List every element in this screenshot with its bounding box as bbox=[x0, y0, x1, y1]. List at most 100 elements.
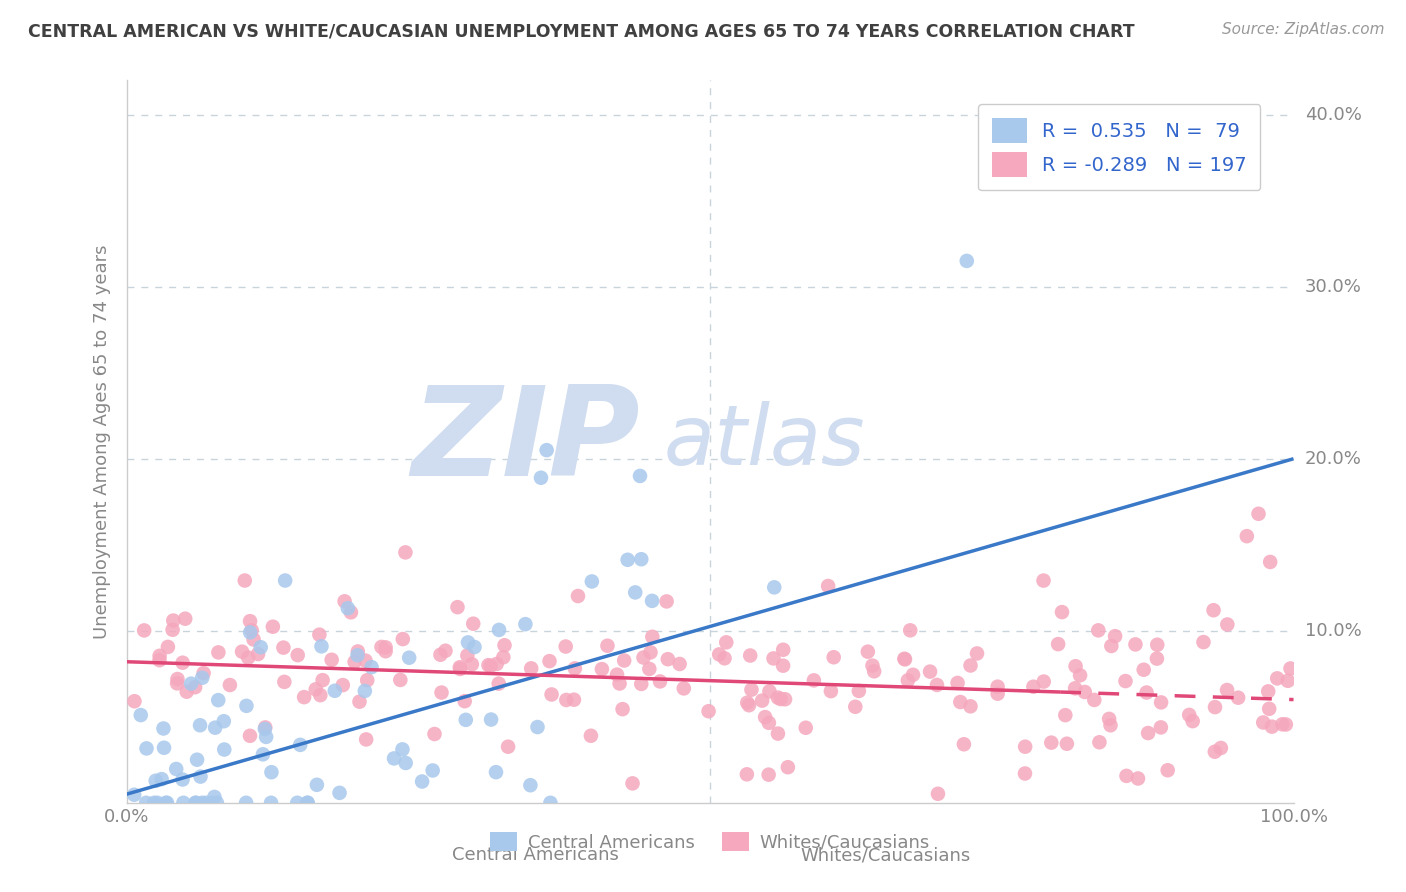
Point bbox=[485, 657, 508, 671]
Point bbox=[252, 747, 274, 762]
Point bbox=[479, 713, 502, 727]
Point bbox=[894, 652, 917, 666]
Point bbox=[449, 660, 471, 674]
Point bbox=[1247, 507, 1270, 521]
Point bbox=[758, 767, 780, 781]
Point bbox=[374, 644, 396, 658]
Point bbox=[204, 721, 226, 735]
Point bbox=[143, 796, 166, 810]
Point bbox=[172, 796, 194, 810]
Point bbox=[1146, 651, 1168, 665]
Point bbox=[927, 787, 949, 801]
Point bbox=[155, 796, 177, 810]
Point bbox=[239, 614, 262, 628]
Point bbox=[156, 796, 179, 810]
Point bbox=[1181, 714, 1204, 728]
Point bbox=[1251, 715, 1274, 730]
Point bbox=[959, 699, 981, 714]
Point bbox=[1069, 668, 1091, 682]
Point bbox=[1114, 674, 1136, 689]
Point bbox=[893, 651, 915, 665]
Point bbox=[966, 647, 988, 661]
Point bbox=[738, 698, 761, 713]
Point bbox=[247, 647, 270, 661]
Point bbox=[165, 762, 187, 776]
Point bbox=[640, 645, 662, 659]
Text: 30.0%: 30.0% bbox=[1305, 277, 1361, 296]
Point bbox=[844, 699, 866, 714]
Point bbox=[1040, 736, 1063, 750]
Text: 20.0%: 20.0% bbox=[1305, 450, 1361, 467]
Point bbox=[519, 778, 541, 792]
Point bbox=[1054, 708, 1077, 723]
Point bbox=[346, 644, 368, 658]
Point bbox=[122, 788, 145, 802]
Point bbox=[391, 742, 413, 756]
Point bbox=[172, 656, 194, 670]
Point bbox=[1088, 735, 1111, 749]
Point bbox=[591, 662, 613, 676]
Point bbox=[641, 630, 664, 644]
Point bbox=[1032, 674, 1054, 689]
Point bbox=[153, 740, 176, 755]
Point bbox=[1050, 605, 1073, 619]
Point bbox=[638, 662, 661, 676]
Point bbox=[709, 648, 731, 662]
Point bbox=[235, 796, 257, 810]
Point bbox=[260, 796, 283, 810]
Point bbox=[240, 624, 263, 638]
Point bbox=[190, 770, 212, 784]
Point bbox=[214, 742, 236, 756]
Point bbox=[515, 617, 537, 632]
Point bbox=[273, 640, 295, 655]
Point bbox=[1258, 555, 1281, 569]
Point bbox=[672, 681, 695, 696]
Point bbox=[174, 612, 197, 626]
Point bbox=[621, 776, 644, 790]
Point bbox=[735, 696, 758, 710]
Point bbox=[758, 684, 780, 698]
Point bbox=[1178, 707, 1201, 722]
Point bbox=[186, 753, 208, 767]
Point bbox=[776, 760, 799, 774]
Point bbox=[204, 789, 226, 804]
Point bbox=[1204, 745, 1226, 759]
Point bbox=[135, 796, 157, 810]
Point bbox=[207, 645, 229, 659]
Point bbox=[184, 796, 207, 810]
Point bbox=[898, 624, 921, 638]
Point bbox=[184, 796, 207, 810]
Point bbox=[231, 645, 253, 659]
Point bbox=[249, 640, 271, 655]
Point bbox=[609, 676, 631, 690]
Text: 10.0%: 10.0% bbox=[1305, 622, 1361, 640]
Point bbox=[1265, 671, 1288, 685]
Point bbox=[1277, 673, 1299, 688]
Point bbox=[1099, 639, 1122, 653]
Point bbox=[305, 682, 328, 697]
Point bbox=[461, 657, 484, 672]
Point bbox=[191, 796, 214, 810]
Point bbox=[323, 683, 346, 698]
Point bbox=[274, 574, 297, 588]
Point bbox=[1132, 663, 1154, 677]
Point bbox=[987, 680, 1010, 694]
Point bbox=[554, 640, 576, 654]
Point bbox=[145, 773, 167, 788]
Point bbox=[333, 594, 356, 608]
Point bbox=[382, 751, 405, 765]
Point bbox=[309, 688, 332, 702]
Point bbox=[740, 682, 762, 697]
Point bbox=[446, 600, 468, 615]
Point bbox=[763, 580, 786, 594]
Point bbox=[1271, 717, 1294, 731]
Point bbox=[901, 668, 924, 682]
Point bbox=[716, 635, 738, 649]
Point bbox=[354, 654, 377, 668]
Point bbox=[772, 658, 794, 673]
Point bbox=[135, 741, 157, 756]
Point bbox=[205, 796, 228, 810]
Point bbox=[360, 660, 382, 674]
Point bbox=[520, 661, 543, 675]
Point bbox=[184, 680, 207, 694]
